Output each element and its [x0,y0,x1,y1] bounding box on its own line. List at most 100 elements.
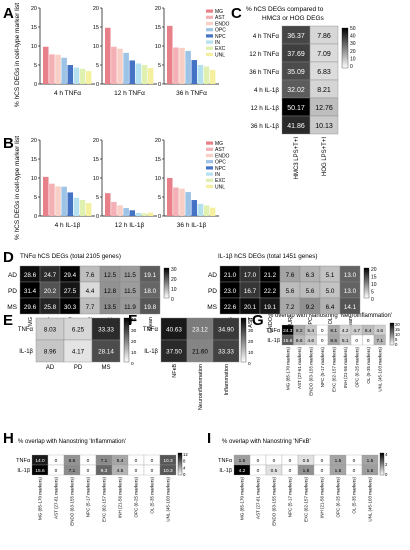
panel-i-cell-value: 0.5 [271,468,278,474]
panel-d-right-row-label: MS [207,304,217,311]
panel-e-col-label: AD [46,365,55,371]
panel-c-cell-value: 41.86 [287,123,305,130]
panel-h-col-label: UNL (45-103 markers) [166,477,171,522]
panel-a-legend-swatch [206,28,213,32]
panel-a-bar [209,69,216,84]
panel-f-scale-label: 10 [248,350,254,356]
panel-h-scale-label: 8 [183,459,186,464]
panel-c-scale-label: 40 [350,34,356,40]
panel-c-title-2: HMC3 or HOG DEGs [262,15,325,22]
panel-a-bar [147,68,154,84]
panel-d-left-cell-value: 18.0 [144,288,157,295]
panel-a-bar [117,48,123,84]
panel-a-tick-label: 0 [158,82,161,88]
panel-d-right-cell-value: 19.1 [264,304,277,311]
panel-d-left-cell-value: 7.7 [86,304,95,311]
panel-b-tick-label: 5 [158,195,161,201]
panel-d-left-cell-value: 20.2 [44,288,57,295]
panel-f-cell-value: 40.63 [166,327,182,334]
panel-a-legend-swatch [206,40,213,44]
panel-a-legend-label: IN [215,40,220,46]
panel-d-left-row-label: AD [8,272,17,279]
panel-i-cell-value: 0 [289,468,292,474]
panel-i-cell-value: 1.6 [367,468,374,474]
panel-d-left-cell-value: 12.8 [104,288,117,295]
panel-c-cell-value: 36.37 [287,33,305,40]
panel-letter-c: C [231,5,242,22]
panel-c-cell-value: 37.69 [287,51,305,58]
panel-b-x-label: 12 h IL-1β [115,222,145,229]
panel-a-bar [173,47,179,84]
panel-g-cell-value: 5.1 [342,338,349,344]
panel-g-cell-value: 7.1 [376,338,383,344]
panel-h-col-label: OL (5-35 markers) [150,477,155,514]
panel-f-col-label: Neuroinflammation [198,364,204,410]
panel-d-left-cell-value: 19.8 [144,304,157,311]
panel-i-scale-label: 4 [385,452,388,457]
panel-a-tick-label: 15 [93,25,99,31]
panel-b-legend-label: ENDO [215,153,230,159]
panel-g-cell-value: 8.2 [296,328,303,334]
panel-e-cell-value: 4.17 [72,349,85,356]
panel-e-scale-label: 40 [131,317,137,323]
panel-b-legend-swatch [206,153,213,158]
panel-d-left-col-label: MG [28,317,34,326]
panel-d-right-cell-value: 17.0 [244,272,257,279]
panel-a-legend-swatch [206,34,213,38]
panel-a-legend-swatch [206,15,213,19]
panel-e-cell-value: 8.03 [44,327,57,334]
panel-h-cell-value: 0 [55,468,58,474]
panel-c-cell-value: 35.09 [287,69,305,76]
panel-b-bar [147,212,154,216]
panel-g-col-label: OL (5-35 markers) [366,347,371,384]
panel-b-tick-label: 0 [96,214,99,220]
panel-d-left-cell-value: 30.3 [64,304,77,311]
panel-a-tick-label: 0 [34,82,37,88]
panel-d-left-colorbar [163,267,170,299]
panel-a-tick-label: 20 [155,6,161,12]
panel-d-title-right: IL-1β hCS DEGs (total 1451 genes) [218,253,318,260]
panel-e-col-label: PD [74,365,83,371]
panel-h-cell-value: 0 [151,468,154,474]
panel-d-left-cell-value: 4.4 [86,288,95,295]
panel-b-legend-swatch [206,160,213,164]
panel-g-scale-label: 15 [395,327,400,332]
panel-b-bar [105,193,111,216]
panel-d-right-col-label: OPC [308,317,314,329]
panel-b-tick-label: 0 [158,214,161,220]
panel-b-tick-label: 5 [96,195,99,201]
panel-a-bar [123,52,129,84]
panel-b-bar [203,205,210,216]
panel-c-col-label: HMC3 LPS+T+I [294,137,300,180]
panel-c-scale-label: 0 [350,64,353,70]
panel-h-cell-value: 15.6 [35,468,45,474]
panel-h-cell-value: 9.3 [101,468,108,474]
panel-e-row-label: TNFα [18,327,34,333]
panel-e-col-label: MS [102,365,111,371]
panel-e-cell-value: 8.96 [44,349,57,356]
panel-d-left-cell-value: 19.1 [144,272,157,279]
panel-a-bar [61,57,67,84]
panel-e-cell [91,339,121,363]
panel-a-tick-label: 5 [34,63,37,69]
panel-b-bar [135,212,142,216]
panel-h-cell-value: 14.0 [35,458,45,464]
panel-d-left-row-label: PD [8,288,17,295]
panel-a-tick-label: 0 [96,82,99,88]
panel-h-cell-value: 10.3 [163,458,173,464]
panel-h-cell-value: 6.6 [69,458,76,464]
panel-f-cell-value: 33.33 [218,349,234,356]
panel-a-legend-swatch [206,9,213,13]
panel-d-right-cell-value: 21.0 [224,272,237,279]
panel-g-col-label: AST (27-61 markers) [297,347,302,389]
panel-f-cell [212,339,240,363]
panel-g-row-label: TNFα [266,328,281,334]
panel-a-legend-label: UNL [215,52,225,58]
panel-g-col-label: INH (21-56 markers) [343,347,348,389]
panel-d-right-scale-label: 10 [371,282,377,288]
panel-g-colorbar [389,322,395,346]
panel-i-cell-value: 0 [257,458,260,464]
panel-i-col-label: INH (21-56 markers) [320,477,325,519]
panel-a-legend-label: OPC [215,28,226,34]
panel-i-cell-value: 0 [321,458,324,464]
